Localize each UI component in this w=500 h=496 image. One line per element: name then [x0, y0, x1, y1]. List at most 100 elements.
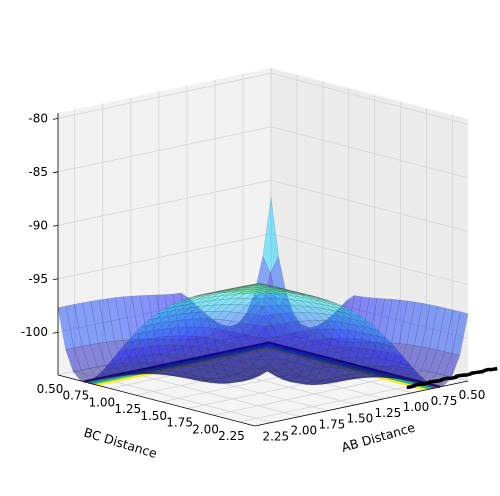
surface-patch: [305, 382, 322, 386]
surface-patch: [257, 285, 274, 289]
surface-patch: [245, 326, 262, 347]
trajectory-line: [406, 366, 498, 390]
surface-patch: [224, 290, 241, 293]
surface-patch: [246, 298, 263, 306]
surface-patch: [272, 335, 289, 349]
surface-patch: [203, 378, 220, 384]
surface-patch: [330, 340, 347, 369]
surface-patch: [369, 327, 387, 339]
surface-patch: [297, 292, 314, 297]
surface-patch: [398, 344, 415, 369]
surface-patch: [65, 304, 83, 349]
surface-patch: [341, 347, 359, 358]
surface-patch: [198, 311, 215, 319]
surface-patch: [361, 297, 378, 343]
surface-patch: [291, 295, 308, 302]
surface-patch: [152, 353, 169, 364]
surface-patch: [298, 382, 315, 386]
surface-patch: [253, 338, 270, 358]
surface-patch: [185, 356, 202, 368]
ab-tick-label: 1.75: [319, 418, 346, 432]
surface-patch: [264, 289, 281, 292]
surface-patch: [211, 378, 229, 384]
surface-patch: [148, 312, 165, 320]
surface-patch: [326, 358, 344, 370]
surface-patch: [390, 343, 408, 368]
surface-patch: [288, 291, 305, 296]
surface-patch: [242, 284, 259, 287]
surface-patch: [329, 301, 346, 308]
surface-patch: [239, 323, 257, 336]
surface-patch: [251, 283, 267, 286]
surface-patch: [314, 335, 332, 367]
surface-patch: [282, 376, 299, 384]
bc-tick-label: 1.25: [114, 402, 141, 416]
surface-patch: [336, 378, 353, 383]
surface-patch: [174, 318, 192, 329]
surface-patch: [332, 328, 350, 339]
surface-patch: [346, 317, 363, 327]
surface-patch: [165, 309, 182, 317]
surface-patch: [187, 376, 204, 382]
surface-patch: [218, 374, 236, 383]
surface-patch: [201, 291, 218, 295]
surface-patch: [273, 287, 290, 291]
surface-patch: [203, 364, 221, 380]
surface-patch: [171, 299, 188, 305]
surface-patch: [331, 314, 349, 324]
surface-patch: [234, 285, 250, 289]
surface-patch: [213, 294, 230, 301]
surface-patch: [353, 314, 370, 324]
surface-patch: [275, 287, 292, 294]
surface-patch: [311, 362, 329, 374]
surface-patch: [245, 292, 263, 299]
surface-patch: [280, 289, 297, 294]
surface-patch: [290, 381, 307, 385]
surface-patch: [404, 376, 421, 384]
surface-patch: [234, 368, 251, 378]
surface-patch: [236, 369, 253, 380]
surface-patch: [167, 344, 185, 355]
surface-patch: [201, 360, 218, 372]
surface-patch: [261, 288, 277, 294]
surface-patch: [171, 364, 188, 378]
surface-patch: [261, 320, 278, 350]
surface-patch: [279, 322, 296, 335]
surface-patch: [205, 304, 223, 312]
surface-patch: [374, 375, 391, 378]
surface-patch: [143, 354, 161, 364]
surface-patch: [147, 294, 165, 340]
surface-patch: [148, 316, 166, 326]
surface-patch: [212, 362, 229, 379]
surface-patch: [413, 346, 430, 371]
surface-patch: [266, 285, 283, 289]
surface-patch: [275, 375, 292, 381]
surface-patch: [281, 288, 298, 293]
surface-patch: [315, 302, 332, 311]
surface-patch: [211, 380, 228, 384]
surface-patch: [237, 298, 255, 306]
surface-patch: [402, 363, 420, 375]
surface-patch: [293, 312, 311, 322]
surface-patch: [307, 301, 324, 309]
surface-patch: [279, 334, 297, 347]
surface-patch: [253, 307, 271, 340]
surface-patch: [358, 372, 375, 378]
surface-patch: [203, 291, 220, 296]
surface-patch: [172, 307, 191, 316]
surface-patch: [352, 366, 369, 379]
surface-patch: [389, 366, 407, 378]
surface-patch: [276, 298, 294, 306]
surface-patch: [397, 367, 415, 379]
bc-tick-label: 0.75: [63, 389, 90, 403]
surface-patch: [368, 342, 385, 367]
surface-patch: [282, 288, 299, 294]
grid-line: [57, 72, 469, 125]
surface-patch: [298, 294, 315, 301]
surface-patch: [164, 293, 181, 341]
surface-patch: [290, 291, 307, 297]
surface-patch: [265, 348, 282, 361]
surface-patch: [285, 305, 303, 314]
surface-patch: [386, 344, 404, 357]
surface-patch: [379, 358, 397, 370]
